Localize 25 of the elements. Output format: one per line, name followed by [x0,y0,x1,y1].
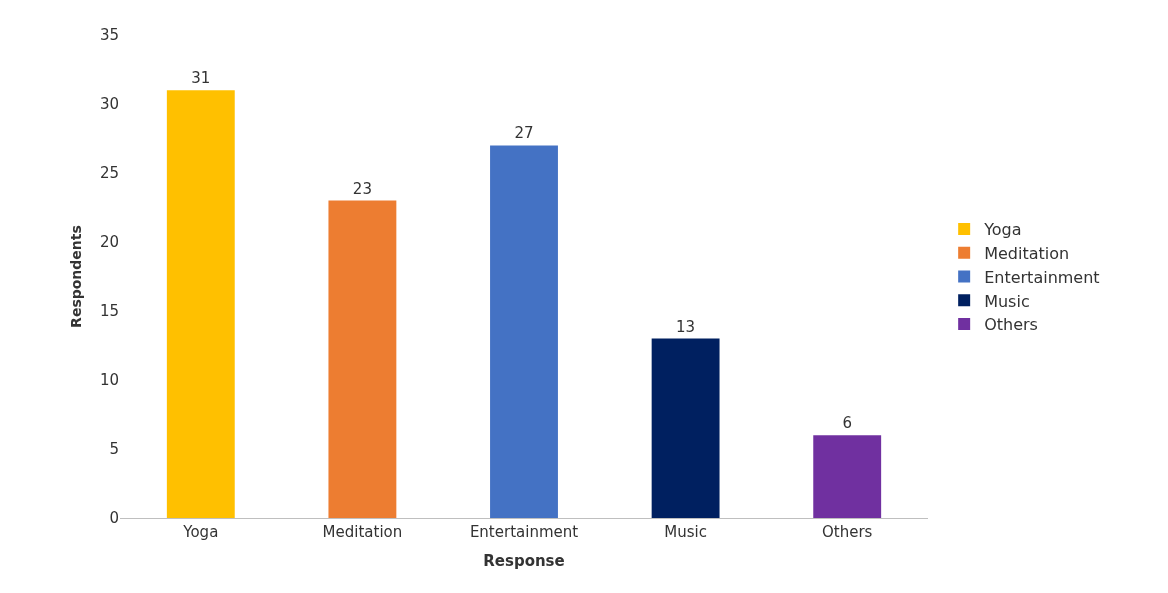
y-tick-label: 30 [99,95,119,114]
data-label: 23 [352,179,372,198]
data-label: 6 [842,414,852,433]
y-axis-title: Respondents [67,225,84,328]
data-label: 27 [514,124,534,143]
x-tick-label: Meditation [322,523,403,541]
x-tick-label: Yoga [182,523,219,541]
x-tick-label: Music [664,523,707,541]
x-tick-label: Others [822,523,873,541]
legend-label: Meditation [984,243,1070,263]
y-tick-label: 25 [99,164,119,183]
x-tick-label: Entertainment [469,523,579,541]
y-tick-label: 5 [109,440,119,459]
legend-label: Music [984,291,1030,311]
legend-label: Entertainment [984,267,1100,287]
y-tick-label: 0 [109,509,119,528]
y-tick-label: 35 [99,26,119,45]
legend-label: Yoga [983,220,1022,240]
y-tick-label: 10 [99,371,119,390]
y-tick-label: 15 [99,302,119,321]
x-axis-title: Response [483,552,565,570]
legend-label: Others [984,315,1038,335]
data-label: 13 [676,317,696,336]
y-tick-label: 20 [99,233,119,252]
data-label: 31 [191,69,211,88]
